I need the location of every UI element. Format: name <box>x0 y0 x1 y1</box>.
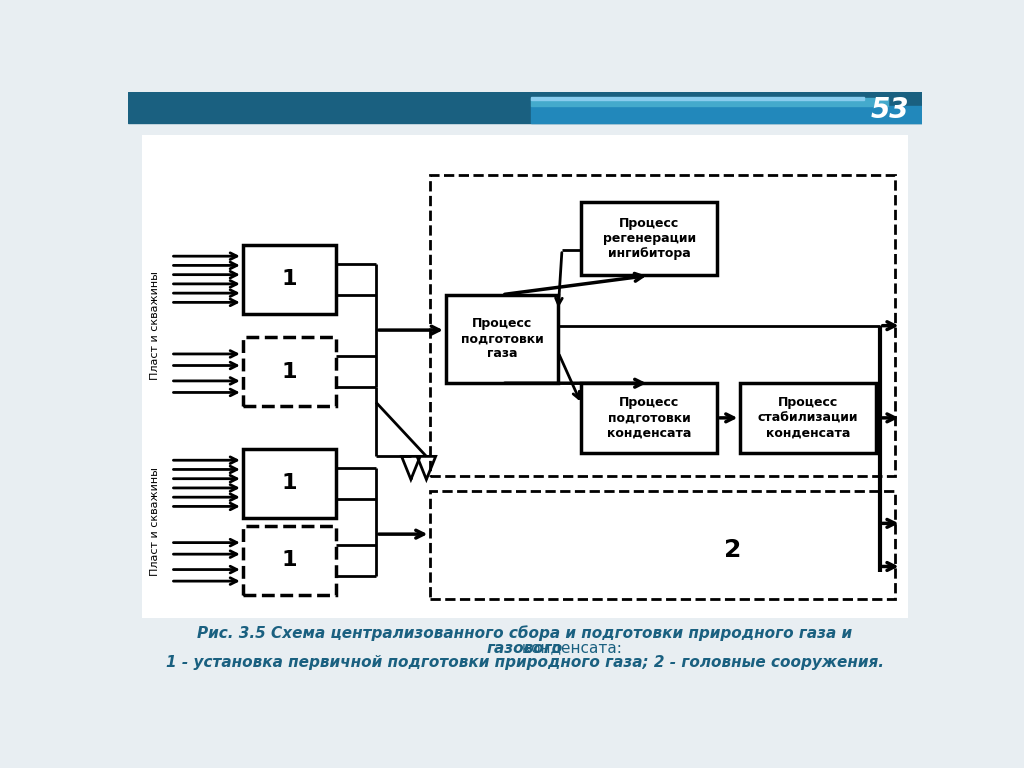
Bar <box>582 383 717 452</box>
Text: Рис. 3.5 Схема централизованного сбора и подготовки природного газа и: Рис. 3.5 Схема централизованного сбора и… <box>198 626 852 641</box>
Text: Процесс
регенерации
ингибитора: Процесс регенерации ингибитора <box>603 217 695 260</box>
Bar <box>128 92 922 123</box>
Bar <box>430 175 895 475</box>
Text: 1: 1 <box>282 551 297 571</box>
Text: Процесс
подготовки
газа: Процесс подготовки газа <box>461 317 544 360</box>
Bar <box>740 383 876 452</box>
Bar <box>243 525 336 595</box>
Bar <box>142 134 907 618</box>
Text: 1: 1 <box>282 362 297 382</box>
Bar <box>531 98 888 106</box>
Text: Пласт и скважины: Пласт и скважины <box>151 468 160 576</box>
Bar <box>531 97 864 100</box>
Bar <box>531 106 922 123</box>
Text: 53: 53 <box>870 96 909 124</box>
Bar <box>445 295 558 383</box>
Bar <box>430 491 895 599</box>
Text: 1: 1 <box>282 473 297 493</box>
Text: конденсата:: конденсата: <box>517 641 623 656</box>
Text: 1 - установка первичной подготовки природного газа; 2 - головные сооружения.: 1 - установка первичной подготовки приро… <box>166 655 884 670</box>
Text: 1: 1 <box>282 270 297 290</box>
Text: 2: 2 <box>724 538 741 562</box>
Bar <box>243 449 336 518</box>
Bar <box>243 337 336 406</box>
Bar <box>582 202 717 276</box>
Text: газового: газового <box>486 641 563 656</box>
Text: Пласт и скважины: Пласт и скважины <box>151 271 160 380</box>
Text: Процесс
стабилизации
конденсата: Процесс стабилизации конденсата <box>758 396 858 439</box>
Text: Процесс
подготовки
конденсата: Процесс подготовки конденсата <box>607 396 691 439</box>
Bar <box>243 245 336 314</box>
